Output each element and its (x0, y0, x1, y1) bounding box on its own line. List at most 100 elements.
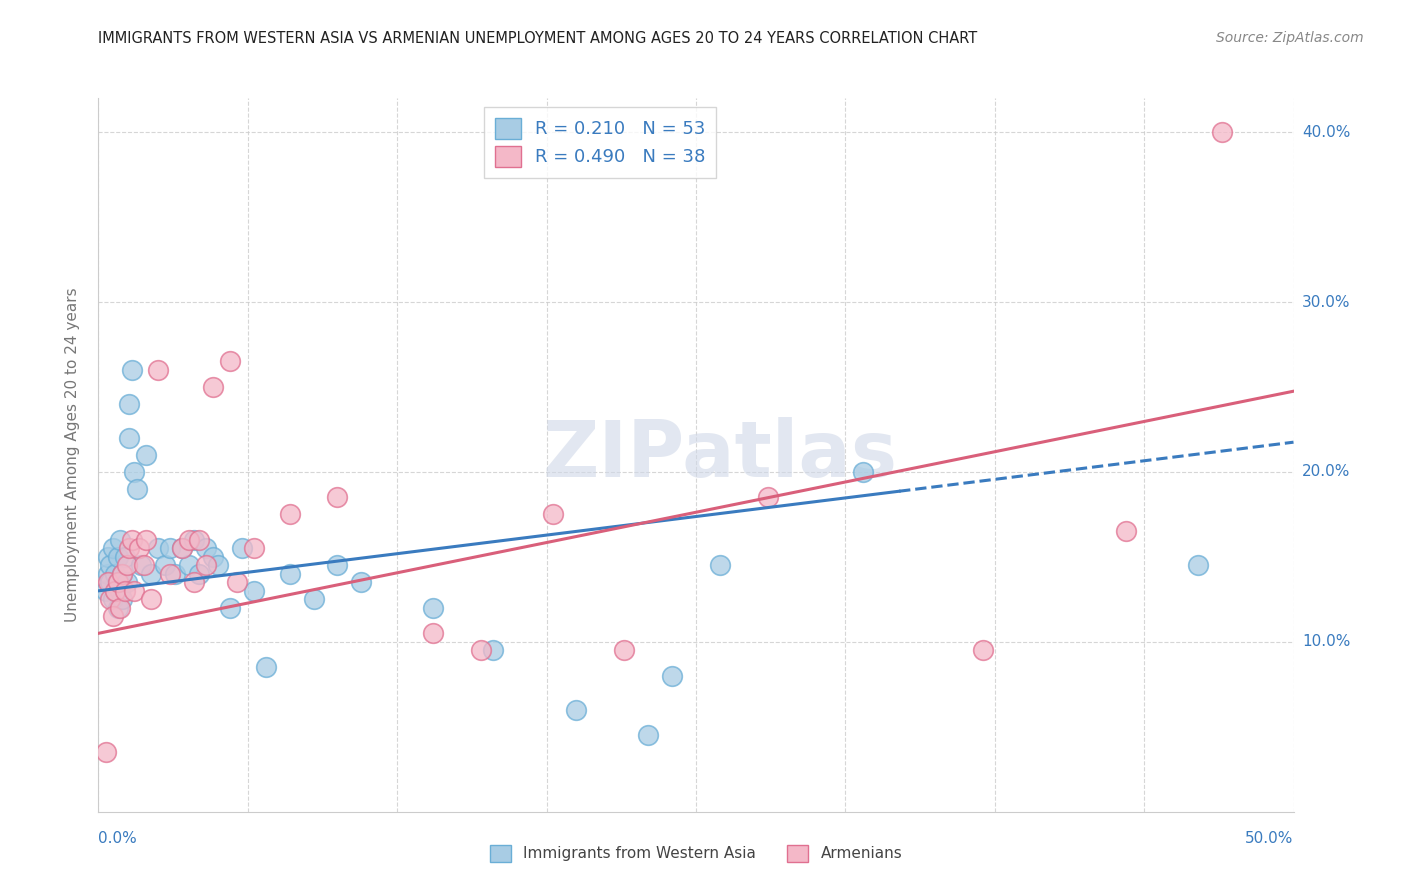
Point (121, 533, 143, 547)
Point (94, 745, 117, 759)
Point (97, 575, 120, 590)
Point (111, 566, 134, 581)
Point (98, 592, 122, 607)
Point (422, 626, 444, 640)
Point (98, 558, 122, 573)
Point (107, 575, 129, 590)
Point (104, 566, 127, 581)
Point (852, 465, 875, 479)
Point (94, 583, 117, 598)
Point (104, 583, 127, 598)
Point (97, 549, 120, 564)
Point (565, 703, 588, 717)
Point (1211, 125, 1233, 139)
Point (124, 583, 146, 598)
Point (243, 541, 266, 556)
Point (107, 600, 129, 615)
Point (183, 575, 205, 590)
Point (637, 728, 659, 742)
Point (108, 600, 131, 615)
Point (118, 397, 141, 411)
Point (118, 541, 141, 556)
Point (111, 592, 134, 607)
Point (104, 583, 127, 598)
Point (114, 583, 136, 598)
Point (231, 541, 253, 556)
Point (172, 541, 194, 556)
Point (194, 541, 217, 556)
Point (470, 643, 492, 657)
Point (108, 583, 131, 598)
Legend: Immigrants from Western Asia, Armenians: Immigrants from Western Asia, Armenians (484, 838, 908, 868)
Point (278, 566, 301, 581)
Point (194, 558, 217, 573)
Point (202, 549, 225, 564)
Point (155, 558, 177, 573)
Point (219, 600, 242, 615)
Point (108, 533, 131, 547)
Point (148, 363, 170, 377)
Point (98, 575, 122, 590)
Text: 10.0%: 10.0% (1302, 634, 1350, 649)
Point (148, 541, 170, 556)
Point (159, 566, 181, 581)
Point (97, 566, 120, 581)
Point (101, 541, 124, 556)
Point (107, 575, 129, 590)
Y-axis label: Unemployment Among Ages 20 to 24 years: Unemployment Among Ages 20 to 24 years (65, 287, 80, 623)
Text: 20.0%: 20.0% (1302, 465, 1350, 479)
Point (541, 508, 564, 522)
Point (114, 549, 136, 564)
Text: IMMIGRANTS FROM WESTERN ASIA VS ARMENIAN UNEMPLOYMENT AMONG AGES 20 TO 24 YEARS : IMMIGRANTS FROM WESTERN ASIA VS ARMENIAN… (98, 31, 977, 46)
Point (219, 354, 242, 368)
Point (226, 575, 249, 590)
Point (111, 566, 134, 581)
Text: ZIPatlas: ZIPatlas (543, 417, 897, 493)
Point (187, 566, 209, 581)
Point (179, 558, 201, 573)
Point (661, 669, 683, 683)
Point (1187, 558, 1209, 573)
Point (159, 541, 181, 556)
Point (422, 600, 444, 615)
Point (131, 558, 153, 573)
Point (1115, 524, 1137, 539)
Point (115, 558, 138, 573)
Point (139, 566, 162, 581)
Point (179, 533, 201, 547)
Point (302, 592, 325, 607)
Point (172, 541, 194, 556)
Text: 30.0%: 30.0% (1302, 294, 1350, 310)
Point (326, 491, 349, 505)
Point (613, 643, 636, 657)
Point (202, 380, 225, 394)
Text: Source: ZipAtlas.com: Source: ZipAtlas.com (1216, 31, 1364, 45)
Point (187, 533, 209, 547)
Point (139, 592, 162, 607)
Point (101, 609, 124, 624)
Point (135, 448, 157, 462)
Point (254, 660, 277, 674)
Point (326, 558, 349, 573)
Point (125, 482, 148, 496)
Point (709, 558, 731, 573)
Text: 40.0%: 40.0% (1302, 125, 1350, 140)
Point (107, 549, 129, 564)
Point (207, 558, 229, 573)
Point (135, 533, 157, 547)
Point (183, 533, 205, 547)
Point (121, 363, 143, 377)
Point (278, 508, 301, 522)
Point (118, 431, 141, 445)
Point (101, 592, 124, 607)
Point (243, 583, 266, 598)
Point (350, 575, 373, 590)
Point (972, 643, 994, 657)
Point (132, 558, 155, 573)
Point (128, 541, 150, 556)
Point (163, 566, 186, 581)
Text: 50.0%: 50.0% (1246, 831, 1294, 846)
Point (481, 643, 505, 657)
Text: 0.0%: 0.0% (98, 831, 138, 846)
Point (115, 575, 138, 590)
